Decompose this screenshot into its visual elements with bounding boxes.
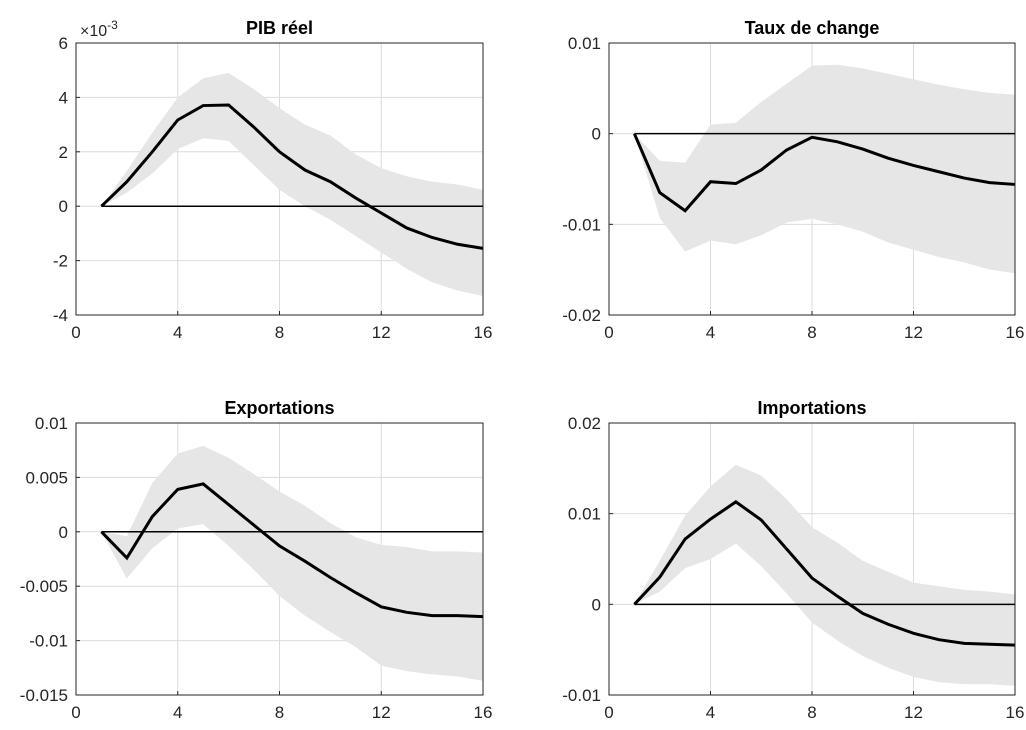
axis-exponent-label: ×10-3 — [80, 18, 118, 40]
x-tick-label: 12 — [904, 703, 923, 722]
y-tick-label: -0.01 — [29, 632, 68, 651]
x-tick-label: 0 — [604, 323, 613, 342]
y-tick-label: 0.01 — [568, 34, 601, 53]
y-tick-label: 0.01 — [568, 505, 601, 524]
x-tick-label: 0 — [71, 703, 80, 722]
x-tick-label: 4 — [706, 323, 715, 342]
y-tick-label: -2 — [53, 252, 68, 271]
y-tick-label: -0.01 — [562, 686, 601, 705]
y-tick-label: -4 — [53, 306, 68, 325]
x-tick-label: 8 — [275, 703, 284, 722]
x-tick-label: 16 — [474, 323, 493, 342]
x-tick-label: 0 — [604, 703, 613, 722]
x-tick-label: 16 — [474, 703, 493, 722]
y-tick-label: -0.005 — [20, 577, 68, 596]
x-tick-label: 8 — [807, 323, 816, 342]
confidence-band — [101, 445, 483, 681]
confidence-band — [634, 464, 1015, 686]
panel-title: Exportations — [224, 398, 334, 418]
y-tick-label: 0.005 — [25, 468, 68, 487]
x-tick-label: 8 — [807, 703, 816, 722]
confidence-band — [101, 72, 483, 296]
y-tick-label: 4 — [59, 88, 68, 107]
impulse-response-line — [632, 133, 1016, 213]
x-tick-label: 4 — [173, 323, 182, 342]
y-tick-label: 0 — [59, 523, 68, 542]
y-tick-label: -0.01 — [562, 215, 601, 234]
y-tick-label: 6 — [59, 34, 68, 53]
y-tick-label: 0 — [592, 595, 601, 614]
panel-pib-reel: 0 4 8 12 16 -4 -2 0 2 4 6 ×10-3 PIB réel — [53, 18, 493, 342]
y-tick-label: 0 — [59, 197, 68, 216]
panel-title: PIB réel — [246, 18, 313, 38]
x-tick-label: 12 — [904, 323, 923, 342]
impulse-response-line — [100, 103, 484, 250]
y-tick-label: 0.02 — [568, 414, 601, 433]
x-tick-label: 12 — [372, 323, 391, 342]
x-tick-label: 16 — [1006, 323, 1025, 342]
panel-taux-de-change: 0 4 8 12 16 -0.02 -0.01 0 0.01 Taux de change — [562, 18, 1024, 342]
panel-title: Importations — [757, 398, 866, 418]
y-tick-label: -0.02 — [562, 306, 601, 325]
confidence-band — [634, 64, 1015, 274]
x-tick-label: 12 — [372, 703, 391, 722]
y-tick-label: 0 — [592, 125, 601, 144]
panel-title: Taux de change — [745, 18, 880, 38]
x-tick-label: 8 — [275, 323, 284, 342]
impulse-response-line — [633, 500, 1016, 647]
impulse-response-line — [100, 482, 484, 619]
x-tick-label: 0 — [71, 323, 80, 342]
y-tick-label: -0.015 — [20, 686, 68, 705]
y-tick-label: 2 — [59, 143, 68, 162]
x-tick-label: 4 — [706, 703, 715, 722]
x-tick-label: 4 — [173, 703, 182, 722]
panel-exportations: 0 4 8 12 16 -0.015 -0.01 -0.005 0 0.005 0.01 Export… — [20, 398, 493, 722]
x-tick-label: 16 — [1006, 703, 1025, 722]
y-tick-label: 0.01 — [35, 414, 68, 433]
